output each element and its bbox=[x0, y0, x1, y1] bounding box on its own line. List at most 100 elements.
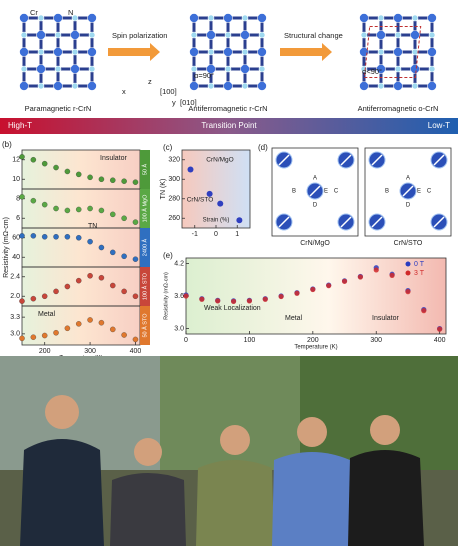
data-point bbox=[187, 166, 194, 173]
data-point bbox=[389, 272, 395, 278]
data-point bbox=[87, 317, 93, 323]
cr-atom bbox=[410, 64, 420, 74]
x-tick-label: 400 bbox=[130, 348, 142, 355]
n-atom bbox=[224, 65, 232, 73]
n-atom bbox=[411, 48, 419, 56]
cr-atom bbox=[53, 13, 63, 23]
cr-atom bbox=[223, 81, 233, 91]
data-point bbox=[421, 308, 427, 314]
lattice bbox=[19, 13, 97, 91]
n-atom bbox=[20, 31, 28, 39]
cr-atom bbox=[87, 47, 97, 57]
y-axis-label: Resistivity (mΩ-cm) bbox=[3, 217, 10, 278]
data-point bbox=[41, 160, 48, 167]
data-point bbox=[98, 176, 105, 182]
data-point bbox=[183, 293, 189, 299]
y-tick-label: 3.3 bbox=[10, 314, 20, 321]
data-point bbox=[64, 168, 71, 175]
n-atom bbox=[54, 31, 62, 39]
n-atom bbox=[241, 48, 249, 56]
site-label: A bbox=[406, 176, 410, 182]
strip-label: 50 Å bbox=[141, 164, 148, 176]
n-atom bbox=[207, 48, 215, 56]
strip-label: 100 Å STO bbox=[141, 272, 148, 300]
n-atom bbox=[37, 48, 45, 56]
cr-atom bbox=[19, 81, 29, 91]
cr-atom bbox=[376, 64, 386, 74]
y-tick-label: 280 bbox=[168, 196, 180, 203]
legend-marker bbox=[405, 261, 411, 267]
data-point bbox=[98, 319, 105, 326]
plot-background bbox=[182, 150, 250, 228]
data-point bbox=[132, 336, 139, 343]
data-point bbox=[110, 326, 116, 333]
strip-label: 2400 Å bbox=[141, 238, 148, 256]
data-point bbox=[121, 332, 127, 338]
n-atom bbox=[258, 65, 266, 73]
annotation: Metal bbox=[38, 311, 56, 318]
cr-atom bbox=[393, 47, 403, 57]
arrow bbox=[108, 43, 160, 61]
y-tick-label: 320 bbox=[168, 157, 180, 164]
n-atom bbox=[241, 14, 249, 22]
strip-tag bbox=[140, 267, 150, 306]
n-atom bbox=[377, 14, 385, 22]
data-point bbox=[294, 290, 300, 296]
n-atom bbox=[411, 82, 419, 90]
spin-arrow bbox=[433, 154, 445, 166]
strip-tag bbox=[140, 150, 150, 189]
cr-atom bbox=[189, 81, 199, 91]
spin-arrow bbox=[371, 216, 383, 228]
annotation: Insulator bbox=[372, 315, 400, 322]
cr-atom bbox=[87, 13, 97, 23]
data-point bbox=[310, 286, 316, 293]
n-atom bbox=[20, 65, 28, 73]
data-point bbox=[41, 201, 48, 208]
y-tick-label: 60 bbox=[12, 235, 20, 242]
cr-atom bbox=[70, 30, 80, 40]
site-label: B bbox=[292, 189, 296, 195]
data-point bbox=[30, 334, 37, 340]
data-point bbox=[405, 289, 411, 295]
y-tick-label: 8 bbox=[16, 196, 20, 203]
y-tick-label: 300 bbox=[168, 176, 180, 183]
bar-label: High-T bbox=[8, 121, 32, 130]
data-point bbox=[75, 234, 82, 241]
data-point bbox=[98, 207, 105, 214]
data-point bbox=[19, 154, 25, 160]
data-point bbox=[75, 171, 82, 178]
y-tick-label: 2.0 bbox=[10, 293, 20, 300]
site-label: E bbox=[417, 189, 421, 195]
strip-label: 100 Å MgO bbox=[141, 194, 148, 223]
schematic-label: Structural change bbox=[284, 31, 343, 40]
cr-atom bbox=[223, 47, 233, 57]
y-tick-label: 12 bbox=[12, 157, 20, 164]
n-atom bbox=[258, 31, 266, 39]
lattice bbox=[189, 13, 267, 91]
data-point bbox=[132, 293, 139, 299]
y-tick-label: 40 bbox=[12, 254, 20, 261]
x-tick-label: -1 bbox=[192, 231, 198, 238]
y-axis-label: Resistivity (mΩ-cm) bbox=[163, 272, 169, 320]
arrow bbox=[280, 43, 332, 61]
cr-atom bbox=[393, 13, 403, 23]
site-label: E bbox=[324, 189, 328, 195]
bar-label: Transition Point bbox=[201, 121, 257, 130]
cr-atom bbox=[376, 30, 386, 40]
strip-tag bbox=[140, 228, 150, 267]
data-point bbox=[110, 211, 116, 218]
cr-atom bbox=[257, 81, 267, 91]
cr-atom bbox=[19, 13, 29, 23]
data-point bbox=[98, 244, 105, 251]
schematic-label: Antiferromagnetic o-CrN bbox=[358, 104, 439, 113]
annotation: TN bbox=[88, 223, 97, 230]
cr-atom bbox=[189, 13, 199, 23]
cr-atom bbox=[223, 13, 233, 23]
plot-background bbox=[22, 150, 140, 345]
data-point bbox=[121, 253, 127, 260]
cr-atom bbox=[53, 81, 63, 91]
x-tick-label: 400 bbox=[434, 337, 446, 344]
n-atom bbox=[411, 14, 419, 22]
cr-atom bbox=[359, 81, 369, 91]
